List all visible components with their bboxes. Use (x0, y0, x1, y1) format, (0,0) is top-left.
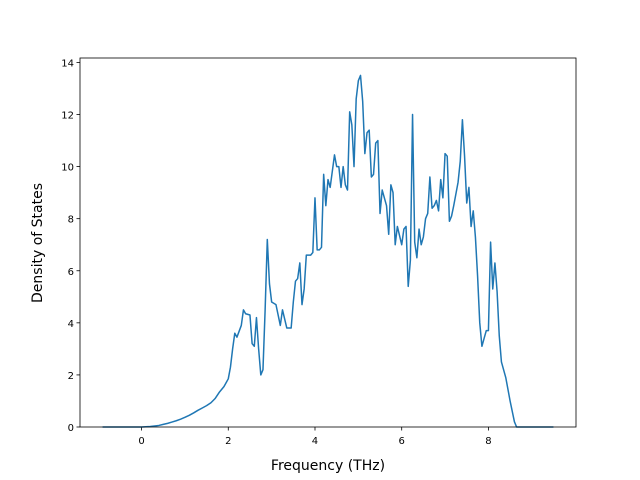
x-tick-label: 2 (225, 436, 231, 447)
x-axis-label: Frequency (THz) (271, 458, 385, 474)
y-tick-label: 8 (68, 215, 74, 226)
plot-frame (79, 57, 577, 428)
y-tick-label: 0 (68, 423, 74, 434)
x-tick-label: 0 (138, 436, 144, 447)
x-tick-label: 4 (312, 436, 318, 447)
y-axis-label: Density of States (30, 183, 46, 303)
x-tick-label: 8 (485, 436, 491, 447)
y-tick-label: 4 (68, 319, 74, 330)
y-tick-label: 10 (61, 163, 74, 174)
y-tick-label: 14 (61, 58, 74, 69)
y-tick-label: 2 (68, 371, 74, 382)
line (102, 74, 554, 428)
y-tick-label: 6 (68, 267, 74, 278)
y-tick-label: 12 (61, 111, 74, 122)
x-tick-label: 6 (399, 436, 405, 447)
